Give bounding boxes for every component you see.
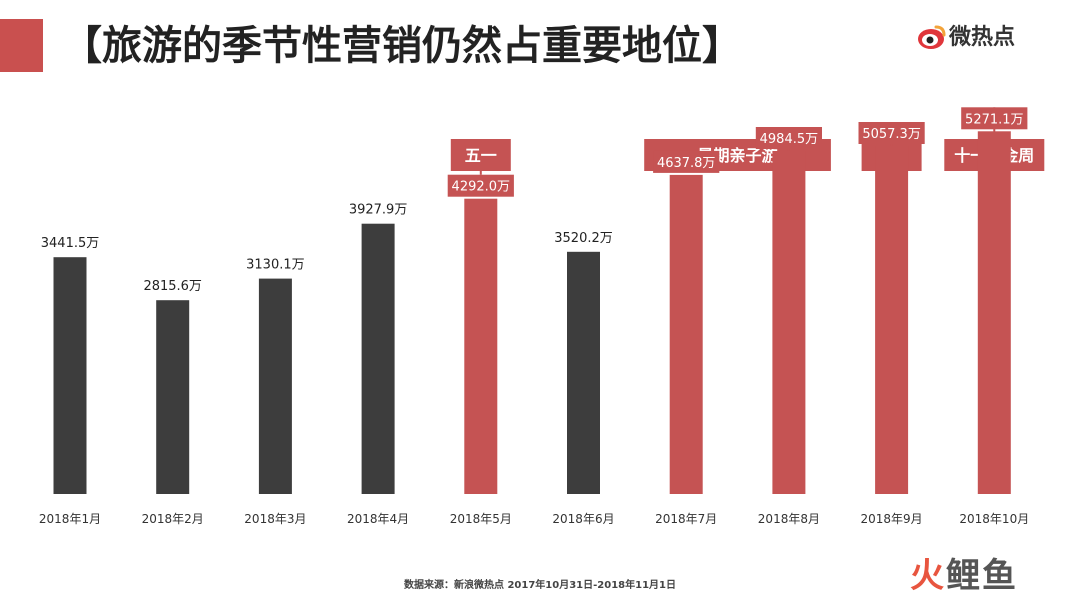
data-label: 5057.3万	[862, 127, 921, 142]
brand-name: 微热点	[949, 25, 1016, 50]
x-tick-label: 2018年9月	[861, 512, 923, 526]
data-label: 3520.2万	[554, 231, 613, 246]
x-tick-label: 2018年5月	[450, 512, 512, 526]
x-tick-label: 2018年1月	[39, 512, 101, 526]
data-label: 3441.5万	[41, 236, 100, 251]
data-label: 3927.9万	[349, 203, 408, 218]
data-label: 4984.5万	[760, 132, 819, 147]
bar-3	[258, 278, 292, 494]
annotation-label: 五一	[465, 146, 497, 165]
x-tick-label: 2018年3月	[244, 512, 306, 526]
data-label-box	[858, 122, 925, 144]
data-label-box	[961, 107, 1028, 130]
data-label-box	[447, 174, 514, 197]
source-footnote: 数据来源：新浪微热点 2017年10月31日-2018年11月1日	[403, 580, 676, 591]
x-tick-label: 2018年2月	[142, 512, 204, 526]
watermark-part2: 鲤鱼	[946, 556, 1018, 596]
data-label-box	[653, 150, 720, 173]
data-label: 2815.6万	[143, 279, 202, 294]
data-label: 4637.8万	[657, 156, 716, 171]
bar-4	[361, 223, 395, 494]
bar-2	[156, 300, 190, 494]
x-tick-label: 2018年10月	[959, 512, 1029, 526]
data-label-box	[755, 127, 822, 149]
x-tick-label: 2018年4月	[347, 512, 409, 526]
bar-5	[464, 198, 498, 494]
x-tick-label: 2018年7月	[655, 512, 717, 526]
data-label: 3130.1万	[246, 258, 305, 273]
annotation-box	[450, 139, 511, 171]
watermark-logo: 火鲤鱼	[910, 556, 1018, 596]
bar-7	[669, 174, 703, 494]
bar-1	[53, 257, 87, 494]
bar-8	[772, 151, 806, 494]
weibo-eye-icon	[918, 25, 946, 49]
bar-6	[567, 251, 600, 494]
page-title: 【旅游的季节性营销仍然占重要地位】	[62, 23, 742, 69]
data-label: 5271.1万	[965, 112, 1024, 127]
x-tick-label: 2018年8月	[758, 512, 820, 526]
watermark-part1: 火	[910, 556, 946, 596]
x-tick-label: 2018年6月	[552, 512, 614, 526]
annotations: 五一暑期亲子游中秋十一黄金周	[450, 107, 1045, 175]
data-label: 4292.0万	[452, 180, 511, 195]
bar-10	[977, 131, 1011, 495]
title-accent-bar	[0, 19, 43, 72]
bar-9	[875, 146, 909, 494]
